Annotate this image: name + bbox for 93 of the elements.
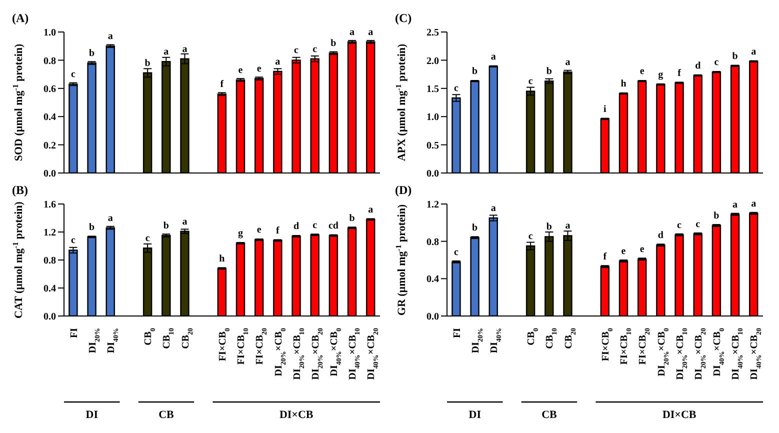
chart-title: (A): [12, 11, 29, 25]
y-tick-label: 2.5: [426, 28, 439, 39]
data-label: b: [732, 50, 738, 62]
data-label: a: [751, 46, 756, 58]
text: DI: [86, 409, 98, 421]
data-label: d: [293, 221, 300, 232]
data-label: a: [350, 26, 355, 38]
data-label: b: [472, 222, 478, 234]
data-label: c: [696, 218, 701, 230]
data-label: c: [454, 246, 459, 258]
y-tick-label: 0.4: [44, 284, 56, 295]
data-label: b: [714, 210, 720, 222]
y-tick-label: 0.4: [426, 274, 439, 286]
data-label: a: [565, 220, 570, 232]
data-label: c: [454, 82, 459, 94]
data-label: a: [164, 46, 169, 58]
data-label: h: [219, 253, 226, 264]
data-label: a: [732, 199, 738, 210]
data-label: b: [89, 48, 96, 60]
data-label: b: [144, 58, 151, 69]
y-tick-label: 1.5: [426, 84, 439, 95]
data-label: b: [546, 222, 552, 233]
data-label: f: [678, 68, 682, 79]
data-label: c: [145, 233, 150, 244]
y-tick-label: 1.2: [426, 200, 439, 211]
y-tick-label: 1.2: [44, 228, 56, 239]
data-label: g: [658, 69, 664, 80]
data-label: a: [275, 56, 280, 68]
data-label: f: [220, 79, 224, 90]
data-label: a: [182, 216, 188, 228]
data-label: c: [677, 220, 682, 231]
y-tick-label: 0.5: [426, 140, 439, 152]
data-label: c: [528, 76, 534, 88]
data-label: e: [640, 66, 645, 78]
y-tick-label: 0.0: [44, 168, 56, 180]
data-label: a: [490, 51, 496, 62]
y-tick-label: 0.2: [44, 140, 56, 152]
data-label: b: [163, 220, 170, 232]
y-tick-label: 0.0: [426, 168, 439, 180]
data-label: b: [349, 212, 356, 224]
data-label: a: [368, 26, 374, 38]
data-label: a: [368, 204, 374, 216]
y-tick-label: 1.0: [44, 28, 56, 39]
y-tick-label: 0.0: [426, 312, 439, 323]
text: CB: [158, 409, 175, 421]
data-label: a: [108, 212, 113, 224]
data-label: a: [490, 203, 496, 214]
data-label: e: [238, 64, 244, 76]
y-tick-label: 0.8: [44, 256, 56, 267]
text: DI: [468, 409, 481, 421]
data-label: c: [70, 69, 76, 80]
y-tick-label: 0.4: [44, 112, 56, 124]
y-tick-label: 0.0: [44, 312, 56, 323]
data-label: a: [751, 198, 756, 210]
data-label: c: [528, 231, 534, 242]
data-label: f: [603, 252, 608, 263]
data-label: e: [256, 64, 262, 75]
data-label: d: [695, 60, 702, 72]
data-label: c: [294, 45, 300, 56]
data-label: b: [472, 66, 478, 78]
chart-title: (C): [395, 11, 412, 25]
text: CB: [542, 409, 558, 421]
data-label: c: [312, 44, 318, 55]
chart-title: (D): [395, 183, 412, 197]
data-label: b: [89, 222, 96, 233]
text: DI×CB: [662, 409, 697, 421]
y-tick-label: 2.0: [426, 56, 439, 67]
data-label: b: [330, 38, 337, 50]
data-label: a: [565, 57, 570, 68]
chart-title: (B): [12, 183, 28, 197]
data-label: a: [182, 44, 188, 55]
data-label: e: [621, 246, 626, 257]
data-label: c: [70, 235, 76, 246]
data-label: c: [714, 57, 720, 68]
x-tick-label: FI: [68, 328, 80, 338]
y-tick-label: 0.6: [44, 84, 56, 95]
data-label: b: [546, 66, 552, 78]
y-tick-label: 0.8: [426, 236, 439, 248]
data-label: cd: [328, 220, 339, 232]
data-label: e: [640, 244, 645, 256]
data-label: a: [108, 31, 113, 42]
y-tick-label: 1.0: [426, 112, 439, 124]
data-label: c: [312, 220, 318, 231]
data-label: f: [276, 225, 280, 236]
text: DI×CB: [279, 409, 314, 421]
data-label: d: [658, 230, 664, 242]
y-tick-label: 0.8: [44, 56, 56, 67]
y-tick-label: 1.6: [44, 200, 56, 211]
data-label: i: [604, 104, 607, 115]
data-label: h: [620, 78, 627, 90]
data-label: e: [256, 224, 262, 236]
data-label: g: [238, 228, 243, 240]
x-tick-label: FI: [452, 328, 463, 338]
